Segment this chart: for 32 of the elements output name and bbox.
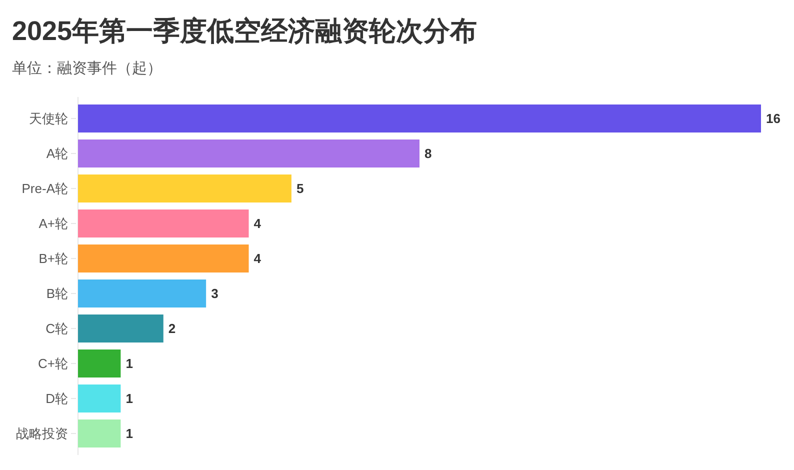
y-tick-label: C+轮 (38, 356, 68, 371)
bar (78, 210, 249, 238)
y-tick-label: B+轮 (38, 251, 68, 266)
y-tick-label: 天使轮 (29, 111, 68, 126)
bar (78, 384, 121, 412)
bar (78, 350, 121, 378)
bar (78, 314, 164, 342)
data-label: 2 (168, 321, 176, 336)
y-tick-label: C轮 (46, 321, 68, 336)
bar (78, 140, 420, 168)
bar (78, 420, 121, 448)
bar (78, 244, 249, 272)
y-tick-label: Pre-A轮 (22, 181, 68, 196)
y-tick-label: B轮 (46, 286, 68, 301)
y-tick-label: D轮 (46, 391, 68, 406)
bar (78, 174, 292, 202)
bar (78, 104, 761, 132)
data-label: 4 (254, 251, 262, 266)
data-label: 3 (211, 286, 218, 301)
data-label: 1 (126, 391, 133, 406)
data-label: 4 (254, 216, 262, 231)
data-label: 1 (126, 356, 133, 371)
data-label: 8 (424, 146, 432, 161)
data-label: 1 (126, 426, 133, 441)
chart-title: 2025年第一季度低空经济融资轮次分布 (12, 16, 478, 46)
y-tick-label: A+轮 (38, 216, 68, 231)
y-tick-label: A轮 (46, 146, 68, 161)
data-label: 5 (296, 181, 304, 196)
y-tick-label: 战略投资 (16, 426, 68, 441)
chart-subtitle: 单位：融资事件（起） (12, 60, 162, 77)
data-label: 16 (766, 111, 780, 126)
bar (78, 280, 206, 308)
